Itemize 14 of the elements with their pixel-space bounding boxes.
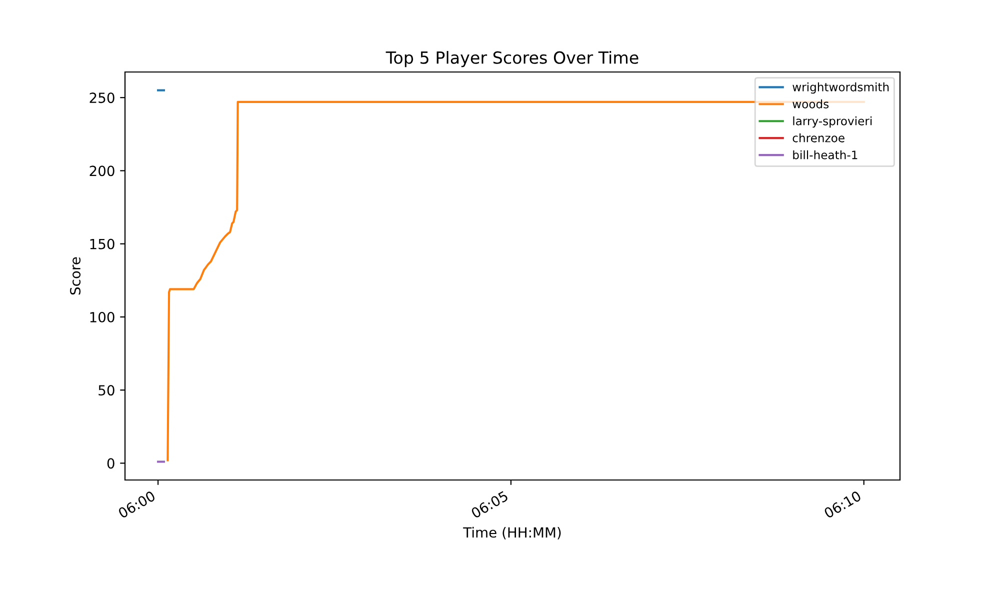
y-tick-label: 150 <box>90 238 114 250</box>
y-tick-label: 0 <box>107 458 114 469</box>
y-tick-label: 50 <box>98 385 114 396</box>
y-tick-label: 200 <box>90 166 114 176</box>
x-axis-title: Time (HH:MM) <box>463 526 561 540</box>
y-axis-title: Score <box>70 257 81 295</box>
legend-label: chrenzoe <box>792 133 844 142</box>
y-tick-label: 100 <box>90 312 114 322</box>
y-tick-label: 250 <box>90 92 114 104</box>
legend-label: bill-heath-1 <box>793 150 858 160</box>
legend-label: wrightwordsmith <box>792 82 889 94</box>
legend-label: larry-sprovieri <box>793 116 872 128</box>
legend-label: woods <box>792 99 829 108</box>
chart-title: Top 5 Player Scores Over Time <box>386 51 638 68</box>
